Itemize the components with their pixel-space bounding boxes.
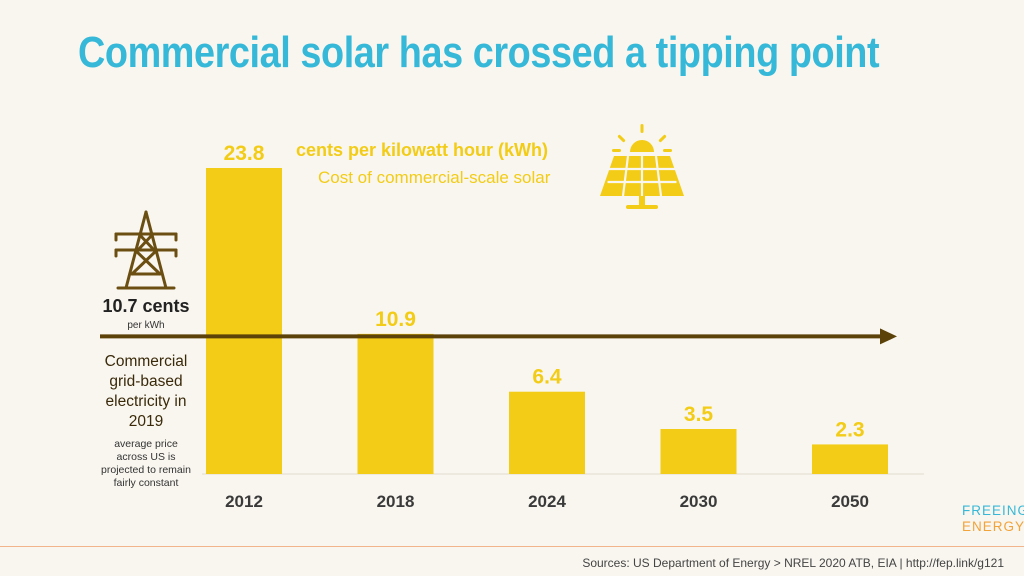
source-citation: Sources: US Department of Energy > NREL … (582, 556, 1004, 570)
bar-2018 (357, 333, 434, 474)
unit-title: cents per kilowatt hour (kWh) (296, 140, 549, 160)
x-tick-label-2012: 2012 (225, 492, 263, 511)
solar-panel-icon (600, 124, 684, 209)
value-label-2050: 2.3 (835, 418, 864, 441)
brand-line-1: FREEING (962, 503, 1024, 518)
value-label-2030: 3.5 (684, 403, 714, 426)
footer-divider (0, 546, 1024, 547)
reference-value: 10.7 cents (102, 296, 190, 316)
brand-logo: FREEING ENERGY (962, 503, 1024, 535)
bar-2030 (660, 429, 737, 474)
bar-2024 (509, 391, 585, 474)
bar-2012 (206, 168, 282, 474)
value-label-2024: 6.4 (532, 366, 562, 389)
brand-line-2: ENERGY (962, 519, 1024, 534)
value-label-2018: 10.9 (375, 308, 416, 331)
x-tick-label-2030: 2030 (680, 492, 718, 511)
value-label-2012: 23.8 (224, 142, 265, 165)
reference-note: average price across US is projected to … (101, 438, 191, 489)
transmission-tower-icon (114, 210, 178, 290)
unit-subtitle: Cost of commercial-scale solar (318, 168, 551, 187)
reference-arrowhead (880, 328, 897, 345)
reference-unit: per kWh (127, 320, 165, 331)
bar-2050 (812, 444, 888, 474)
bars-group (206, 168, 888, 474)
x-tick-label-2024: 2024 (528, 492, 566, 511)
x-tick-label-2050: 2050 (831, 492, 869, 511)
labels-group: 23.8 2012 10.9 2018 6.4 2024 3.5 2030 2.3 2050 (224, 142, 869, 511)
x-tick-label-2018: 2018 (377, 492, 415, 511)
page-title: Commercial solar has crossed a tipping p… (78, 28, 880, 77)
reference-label: Commercial grid-based electricity in 201… (104, 353, 188, 430)
reference-line-group (100, 328, 897, 345)
